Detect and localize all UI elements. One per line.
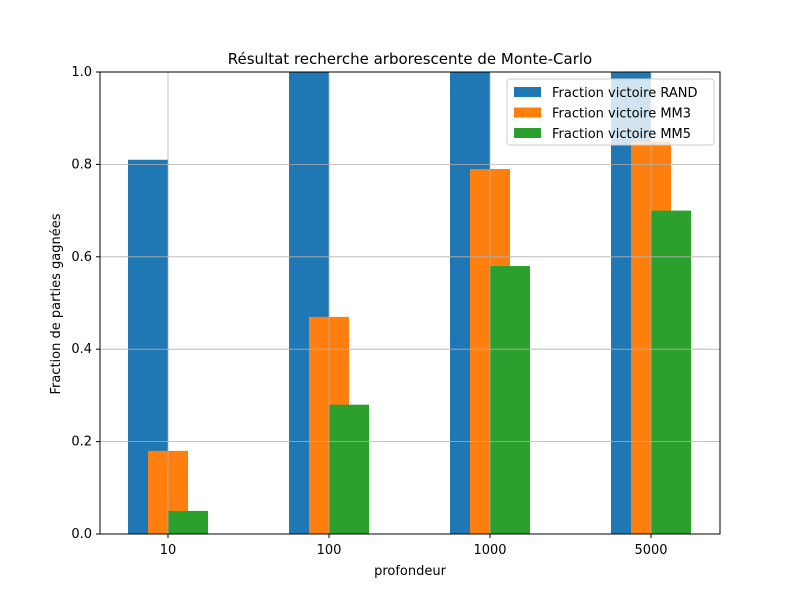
bar-3-5000 [651, 210, 691, 534]
legend-swatch-3 [514, 128, 541, 138]
x-tick-label: 10 [160, 543, 177, 558]
bar-3-10 [168, 510, 208, 534]
x-tick-label: 1000 [473, 543, 506, 558]
y-tick-label: 1.0 [71, 65, 92, 80]
x-tick-label: 100 [317, 543, 342, 558]
y-tick-label: 0.6 [71, 250, 92, 265]
bar-3-100 [329, 404, 369, 534]
plot-frame [99, 71, 721, 535]
legend: Fraction victoire RAND Fraction victoire … [506, 78, 715, 146]
axes-layer: 0.0 0.2 0.4 0.6 0.8 1.0 10 100 1000 5000 [71, 65, 721, 558]
legend-swatch-2 [514, 107, 541, 118]
y-tick-label: 0.4 [71, 342, 92, 357]
legend-label-3: Fraction victoire MM5 [552, 127, 691, 142]
chart-title: Résultat recherche arborescente de Monte… [228, 50, 592, 68]
y-tick-label: 0.0 [71, 527, 92, 542]
bar-3-1000 [490, 266, 530, 534]
legend-label-2: Fraction victoire MM3 [552, 107, 691, 122]
x-tick-label: 5000 [634, 543, 667, 558]
y-tick-label: 0.8 [71, 157, 92, 172]
y-tick-label: 0.2 [71, 435, 92, 450]
y-axis-label: Fraction de parties gagnées [49, 213, 64, 394]
legend-box [506, 78, 715, 146]
legend-swatch-1 [514, 87, 541, 97]
legend-label-1: Fraction victoire RAND [552, 86, 697, 101]
x-axis-label: profondeur [374, 564, 447, 579]
